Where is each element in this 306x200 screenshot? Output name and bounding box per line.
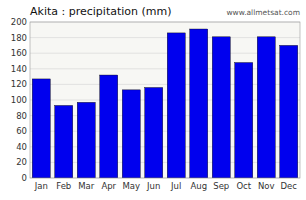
y-tick-label: 200 [11, 17, 27, 27]
y-tick-label: 0 [22, 173, 27, 183]
x-tick-label: Mar [78, 181, 95, 191]
bar [100, 75, 118, 178]
x-tick-label: Dec [281, 181, 298, 191]
y-tick-label: 160 [11, 48, 27, 58]
bar [257, 37, 275, 178]
bar [235, 63, 253, 178]
y-tick-label: 100 [11, 95, 27, 105]
plot-frame [30, 22, 300, 178]
y-tick-label: 180 [11, 33, 27, 43]
bar [77, 102, 95, 178]
x-tick-label: Aug [190, 181, 207, 191]
x-tick-label: Jan [34, 181, 48, 191]
y-tick-label: 80 [16, 111, 27, 121]
bar [280, 45, 298, 178]
bars [32, 29, 298, 178]
x-tick-label: Jun [146, 181, 160, 191]
plot-background [30, 22, 300, 178]
chart-container: 0 20 40 60 80 100 120 140 160 180 200 Jan Feb Mar Apr M… [0, 0, 306, 200]
bar [32, 79, 50, 178]
x-tick-label: Jul [170, 181, 181, 191]
x-tick-label: Sep [213, 181, 229, 191]
bar [190, 29, 208, 178]
bar [122, 90, 140, 178]
watermark: www.allmetsat.com [226, 8, 300, 17]
x-tick-label: Feb [56, 181, 71, 191]
y-tick-label: 20 [16, 157, 27, 167]
bar [212, 37, 230, 178]
x-tick-label: Oct [236, 181, 251, 191]
x-tick-label: May [122, 181, 140, 191]
y-tick-label: 40 [16, 142, 27, 152]
x-tick-label: Nov [258, 181, 275, 191]
bar [145, 88, 163, 178]
x-tick-label: Apr [101, 181, 116, 191]
chart-title: Akita : precipitation (mm) [30, 5, 172, 18]
chart-svg: 0 20 40 60 80 100 120 140 160 180 200 Jan Feb Mar Apr M… [0, 0, 306, 200]
bar [167, 33, 185, 178]
y-tick-label: 140 [11, 64, 27, 74]
y-tick-label: 60 [16, 126, 27, 136]
bar [55, 105, 73, 178]
y-tick-label: 120 [11, 79, 27, 89]
